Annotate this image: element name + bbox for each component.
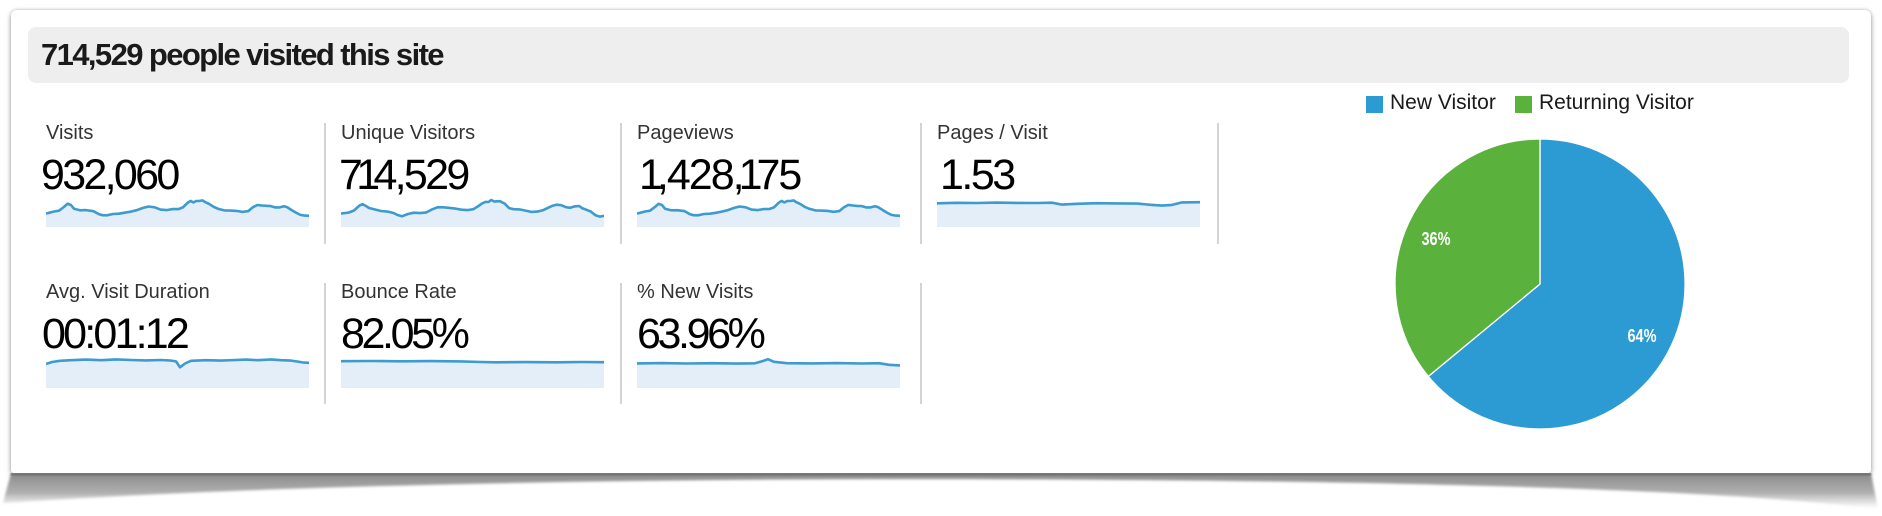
svg-text:36%: 36% <box>1422 229 1451 249</box>
svg-text:64%: 64% <box>1628 326 1657 346</box>
